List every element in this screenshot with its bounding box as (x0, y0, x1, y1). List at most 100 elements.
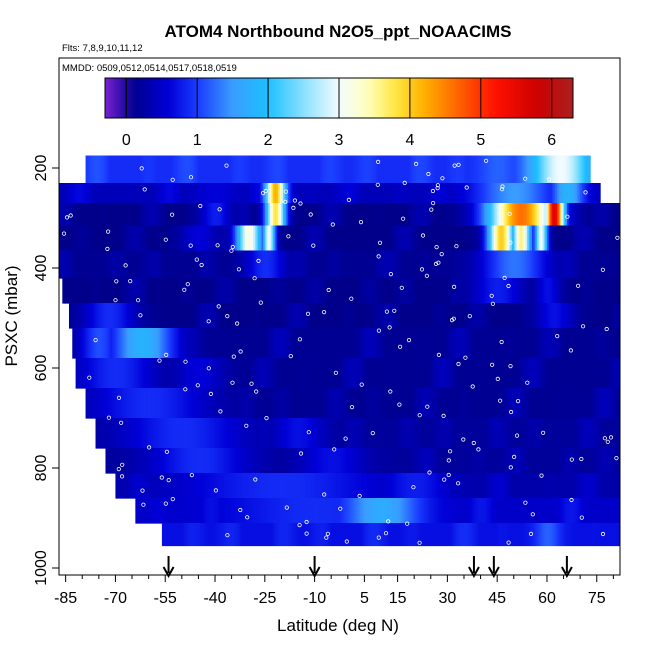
heatmap-cell (502, 303, 505, 329)
heatmap-cell (583, 498, 586, 524)
heatmap-cell (97, 225, 100, 252)
heatmap-cell (505, 225, 508, 252)
heatmap-cell (246, 328, 249, 359)
sample-point (614, 455, 619, 461)
heatmap-cell (422, 303, 425, 329)
heatmap-cell (200, 203, 203, 227)
heatmap-cell (83, 250, 87, 279)
heatmap-cell (591, 183, 595, 204)
sample-point (446, 472, 451, 478)
heatmap-cell (200, 448, 203, 474)
heatmap-cell (322, 225, 326, 252)
sample-point (321, 309, 327, 315)
heatmap-cell (583, 250, 586, 279)
heatmap-cell (367, 418, 370, 449)
heatmap-cell (299, 388, 302, 419)
heatmap-cell (88, 250, 92, 279)
heatmap-cell (344, 303, 347, 329)
heatmap-cell (205, 250, 208, 279)
sample-point (376, 328, 381, 333)
heatmap-cell (583, 388, 586, 419)
heatmap-cell (229, 523, 233, 547)
heatmap-cell (301, 523, 304, 547)
heatmap-cell (485, 418, 488, 449)
heatmap-cell (205, 498, 208, 524)
heatmap-cell (220, 328, 223, 359)
heatmap-cell (125, 203, 128, 227)
heatmap-cell (528, 448, 531, 474)
heatmap-cell (87, 225, 90, 252)
heatmap-cell (312, 328, 316, 359)
heatmap-cell (327, 523, 331, 547)
heatmap-cell (347, 203, 351, 227)
heatmap-cell (374, 328, 377, 359)
heatmap-cell (281, 388, 284, 419)
heatmap-cell (455, 278, 458, 304)
sample-points-layer (61, 158, 620, 545)
heatmap-cell (246, 523, 249, 547)
heatmap-cell (454, 448, 457, 474)
heatmap-cell (259, 448, 263, 474)
heatmap-cell (372, 328, 375, 359)
heatmap-cell (339, 473, 342, 499)
heatmap-cell (523, 225, 526, 252)
heatmap-cell (576, 328, 580, 359)
heatmap-cell (319, 225, 322, 252)
heatmap-cell (478, 250, 482, 279)
heatmap-cell (382, 418, 385, 449)
heatmap-cell (480, 358, 483, 389)
heatmap-cell (419, 523, 422, 547)
heatmap-cell (180, 225, 183, 252)
heatmap-cell (588, 388, 591, 419)
heatmap-cell (442, 358, 445, 389)
heatmap-cell (586, 328, 590, 359)
heatmap-cell (477, 183, 480, 204)
heatmap-cell (65, 183, 68, 204)
heatmap-cell (583, 303, 586, 329)
heatmap-cell (248, 473, 251, 499)
heatmap-cell (130, 278, 133, 304)
heatmap-cell (302, 203, 306, 227)
heatmap-cell (523, 183, 526, 204)
heatmap-cell (517, 473, 520, 499)
heatmap-cell (550, 278, 553, 304)
heatmap-cell (256, 418, 259, 449)
heatmap-cell (259, 523, 263, 547)
heatmap-cell (399, 278, 402, 304)
heatmap-cell (331, 303, 334, 329)
heatmap-cell (377, 250, 380, 279)
heatmap-cell (568, 303, 571, 329)
heatmap-cell (274, 473, 278, 499)
heatmap-cell (264, 155, 268, 184)
heatmap-cell (191, 418, 195, 449)
heatmap-cell (523, 473, 526, 499)
heatmap-cell (294, 225, 297, 252)
heatmap-cell (571, 473, 575, 499)
heatmap-cell (377, 498, 380, 524)
heatmap-cell (530, 418, 533, 449)
heatmap-cell (120, 388, 123, 419)
heatmap-cell (218, 278, 221, 304)
heatmap-cell (324, 523, 327, 547)
heatmap-cell (190, 225, 193, 252)
heatmap-cell (573, 473, 576, 499)
heatmap-cell (80, 278, 83, 304)
heatmap-cell (175, 155, 178, 184)
heatmap-cell (351, 473, 354, 499)
heatmap-cell (224, 473, 228, 499)
heatmap-cell (615, 203, 618, 227)
heatmap-cell (359, 225, 362, 252)
heatmap-cell (573, 388, 576, 419)
heatmap-cell (117, 328, 120, 359)
heatmap-cell (467, 155, 470, 184)
heatmap-cell (213, 203, 216, 227)
heatmap-cell (442, 278, 445, 304)
heatmap-cell (371, 155, 374, 184)
heatmap-cell (449, 328, 452, 359)
heatmap-cell (505, 183, 508, 204)
heatmap-cell (513, 388, 517, 419)
heatmap-cell (123, 155, 126, 184)
heatmap-cell (175, 225, 178, 252)
heatmap-cell (492, 328, 495, 359)
heatmap-cell (97, 303, 100, 329)
